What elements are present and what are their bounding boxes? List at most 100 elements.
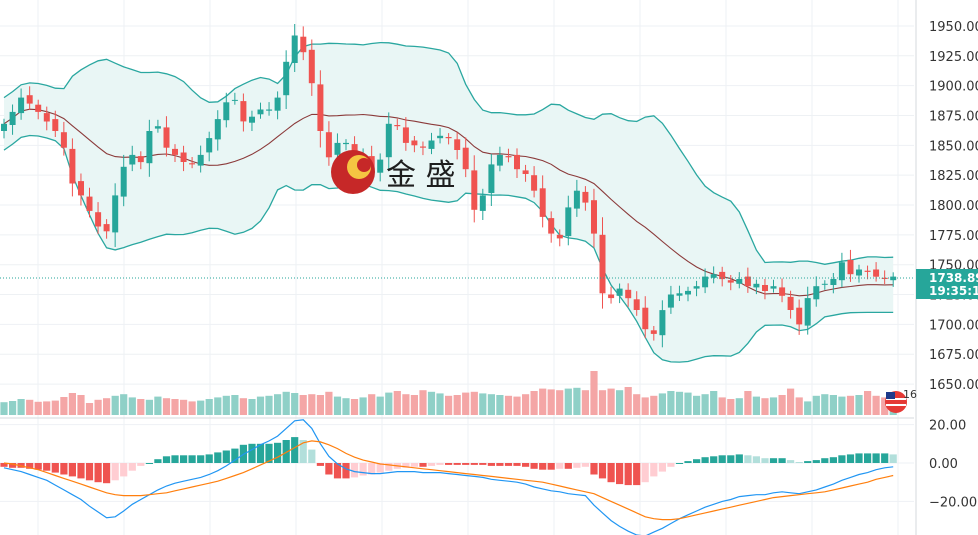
volume-bar [43,401,51,415]
macd-histogram-bar [94,463,102,483]
logo-watermark: 金 盛 [331,150,456,194]
macd-histogram-bar [821,458,829,463]
candle-body [890,276,897,281]
macd-histogram-bar [51,463,59,473]
candles [1,24,897,348]
macd-histogram-bar [299,440,307,463]
volume-bar [658,393,666,415]
macd-histogram-bar [333,463,342,479]
candle-body [505,156,512,158]
volume-bar [274,394,282,415]
macd-histogram-bar [9,463,17,468]
price-tick-label: 1800.00 [929,199,978,214]
candle-body [471,170,478,210]
macd-histogram-bar [26,463,34,469]
volume-bar [154,396,162,415]
volume-bar [393,391,401,415]
candle-body [488,164,495,193]
macd-histogram-bar [607,463,615,483]
price-badge-time: 19:35:1 [929,284,978,298]
macd-histogram-bar [43,463,51,471]
candle-body [1,123,7,131]
volume-bar [325,391,333,415]
volume-bar [812,395,820,415]
macd-histogram-bar [188,455,196,463]
macd-histogram-bar [325,463,333,475]
logo-emblem-cut [357,158,371,172]
candle-body [274,97,281,111]
volume-bar [368,394,376,415]
volume-bar [598,390,607,415]
candle-body [43,113,50,122]
macd-histogram-bar [846,454,855,463]
candle-body [377,159,384,173]
candle-body [556,234,563,239]
macd-histogram-bar [872,453,880,463]
candle-body [821,283,828,285]
macd-histogram-bar [675,463,684,464]
macd-histogram-bar [291,437,299,463]
macd-histogram-bar [103,463,111,484]
volume-bar [787,388,795,415]
candle-body [531,175,538,191]
macd-histogram-bar [427,463,436,466]
macd-histogram-bar [214,452,222,463]
candle-body [625,289,632,299]
volume-badge-text: 16 [903,388,917,401]
price-tick-label: 1875.00 [929,110,978,125]
volume-bar [26,399,34,415]
volume-bar [727,399,735,415]
candle-body [462,147,469,170]
macd-histogram-bar [504,463,513,466]
candle-body [129,154,136,165]
macd-histogram-bar [248,443,256,463]
candle-body [240,101,247,122]
candle-body [616,288,623,296]
volume-bar [530,391,538,415]
candle-body [402,127,409,143]
candle-body [685,290,691,295]
candle-body [86,196,93,211]
volume-bar [0,402,8,415]
volume-bar [470,391,478,415]
macd-histogram-bar [145,463,153,464]
candle-body [69,148,76,184]
price-axis-background [916,0,978,535]
volume-bar [556,390,564,415]
volume-bar [744,391,752,415]
macd-histogram-bar [111,463,119,481]
candle-body [95,212,102,227]
volume-bar [778,395,786,415]
flag-icon-stripe [886,404,906,406]
price-tick-label: 1925.00 [929,50,978,65]
volume-bar [402,394,410,415]
candle-body [881,277,888,279]
macd-histogram-bar [453,463,461,465]
candle-body [266,109,273,111]
volume-bar [487,394,495,415]
macd-histogram-bar [359,463,367,476]
macd-histogram-bar [479,463,487,465]
candle-body [522,170,529,174]
macd-histogram-bar [120,463,128,477]
macd-histogram-bar [316,463,324,466]
volume-bar [17,399,25,415]
macd-tick-label: −20.00 [929,495,977,510]
macd-histogram-bar [590,463,598,475]
volume-bar [103,398,111,415]
price-tick-label: 1825.00 [929,169,978,184]
volume-bar [864,391,872,415]
candle-body [249,116,255,123]
candle-body [428,140,435,149]
price-tick-label: 1650.00 [929,378,978,393]
volume-bar [231,395,239,415]
macd-histogram-bar [881,453,889,463]
candle-body [599,234,606,294]
volume-bar [291,393,299,415]
candle-body [103,224,110,232]
price-badge-bg [916,269,978,299]
volume-bar [564,388,572,415]
volume-bar [829,395,837,415]
macd-histogram-bar [376,463,384,473]
volume-bar [539,388,547,415]
